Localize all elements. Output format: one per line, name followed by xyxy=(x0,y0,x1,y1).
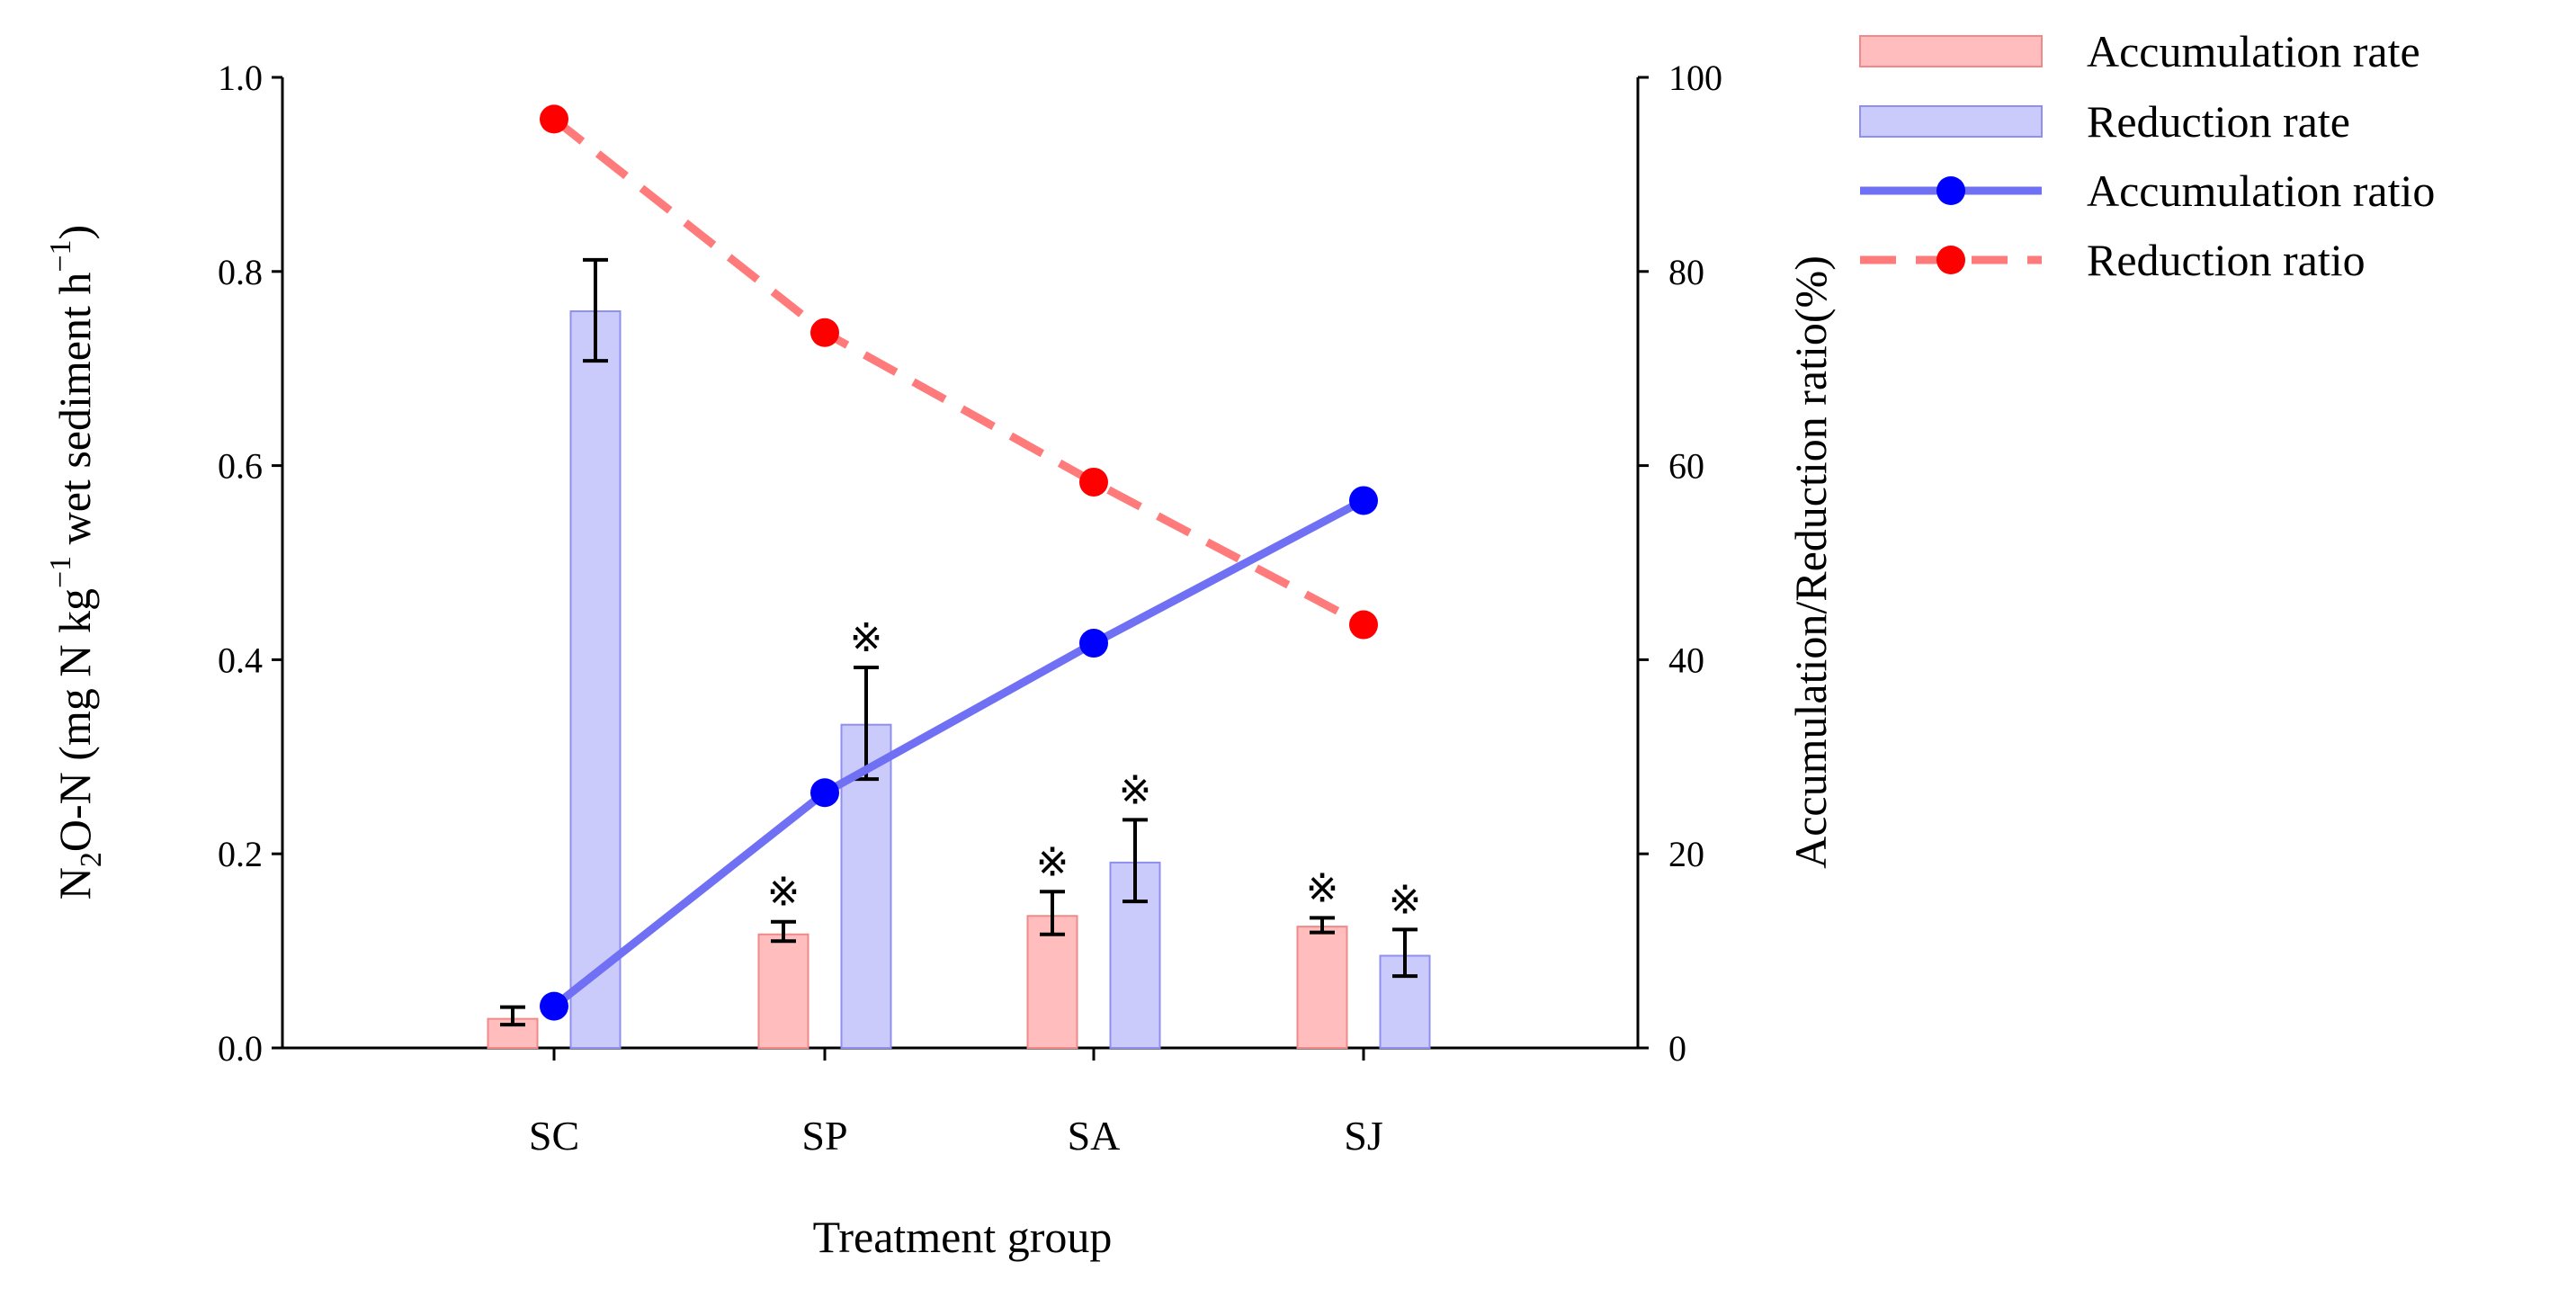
legend-marker xyxy=(1936,176,1965,205)
y-tick-label: 1.0 xyxy=(218,58,263,98)
bar-reduction-rate xyxy=(569,310,622,1049)
legend-label: Reduction rate xyxy=(2087,96,2350,147)
significance-mark: ※ xyxy=(1306,866,1339,910)
x-tick-label: SA xyxy=(1068,1113,1121,1159)
y-tick-label: 0.4 xyxy=(218,640,263,680)
bar-accumulation-rate xyxy=(1026,915,1078,1049)
y2-tick-label: 0 xyxy=(1668,1028,1686,1069)
y-axis-title: N2O-N (mg N kg−1 wet sediment h−1) xyxy=(44,225,108,900)
y2-tick-label: 20 xyxy=(1668,834,1704,874)
ylabel-sub: 2 xyxy=(75,852,108,867)
legend-swatch xyxy=(1859,105,2043,138)
legend-label: Accumulation ratio xyxy=(2087,166,2435,216)
y-tick-label: 0.2 xyxy=(218,834,263,874)
significance-mark: ※ xyxy=(767,871,801,915)
marker-accumulation-ratio xyxy=(810,778,839,808)
y2-axis-title: Accumulation/Reduction ratio(%) xyxy=(1785,255,1836,869)
y2-tick-label: 100 xyxy=(1668,58,1722,98)
x-tick-label: SC xyxy=(529,1113,579,1159)
marker-reduction-ratio xyxy=(1349,610,1378,640)
ylabel-part: wet sediment h xyxy=(49,273,100,556)
x-tick-label: SJ xyxy=(1344,1113,1382,1159)
legend-label: Accumulation rate xyxy=(2087,26,2420,76)
x-axis-title: Treatment group xyxy=(813,1212,1113,1262)
ylabel-sup: −1 xyxy=(44,556,77,588)
marker-accumulation-ratio xyxy=(1349,486,1378,515)
axes: 0.0 0.2 0.4 0.6 0.8 1.0 0 20 40 60 80 100 SC SP SA SJ xyxy=(218,58,1722,1159)
legend: Accumulation rate Reduction rate Accumulat… xyxy=(1859,26,2435,285)
bars: ※ ※ ※ ※ ※ ※ xyxy=(487,257,1431,1050)
ylabel-sup: −1 xyxy=(44,239,77,272)
y2-tick-label: 60 xyxy=(1668,446,1704,487)
y-tick-label: 0.8 xyxy=(218,252,263,292)
x-tick-label: SP xyxy=(801,1113,847,1159)
marker-accumulation-ratio xyxy=(1079,629,1108,658)
ylabel-part: O-N (mg N kg xyxy=(49,588,100,852)
ylabel-part: N xyxy=(49,867,100,900)
legend-label: Reduction ratio xyxy=(2087,235,2366,285)
legend-marker xyxy=(1936,246,1965,274)
line-accumulation-ratio xyxy=(551,497,1366,1010)
significance-mark: ※ xyxy=(850,616,883,660)
bar-accumulation-rate xyxy=(1296,926,1348,1049)
ylabel-part: ) xyxy=(49,225,100,240)
bar-accumulation-rate xyxy=(757,933,809,1049)
y-tick-label: 0.0 xyxy=(218,1028,263,1069)
significance-mark: ※ xyxy=(1389,878,1422,922)
marker-reduction-ratio xyxy=(810,318,839,347)
significance-mark: ※ xyxy=(1036,840,1069,884)
y2-tick-label: 40 xyxy=(1668,640,1704,680)
significance-mark: ※ xyxy=(1119,768,1152,812)
marker-accumulation-ratio xyxy=(540,991,568,1021)
y-tick-label: 0.6 xyxy=(218,446,263,487)
marker-reduction-ratio xyxy=(1079,467,1108,497)
legend-swatch xyxy=(1859,35,2043,67)
line-reduction-ratio xyxy=(551,115,1366,629)
y2-tick-label: 80 xyxy=(1668,252,1704,292)
marker-reduction-ratio xyxy=(540,104,568,134)
lines xyxy=(540,104,1378,1021)
